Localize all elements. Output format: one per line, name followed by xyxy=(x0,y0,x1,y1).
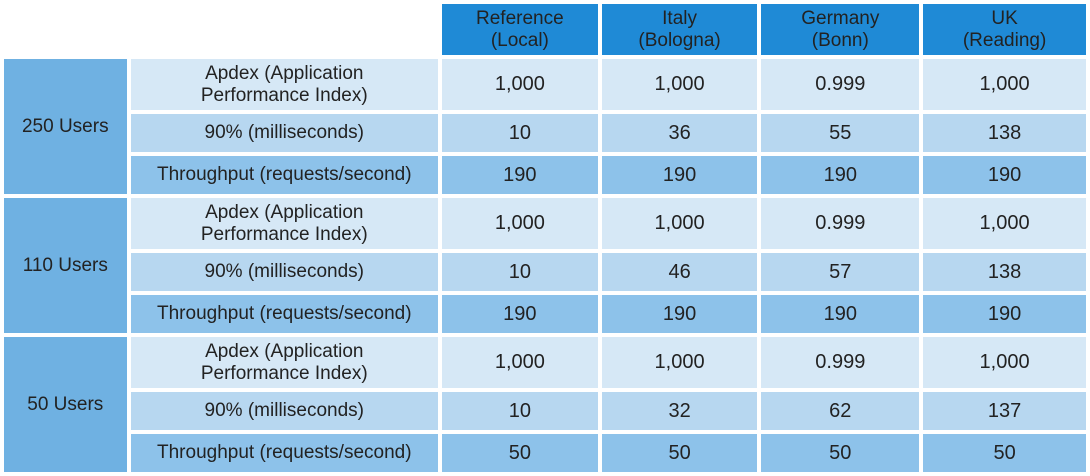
table-cell: 1,000 xyxy=(601,337,758,388)
metric-label-throughput: Throughput (requests/second) xyxy=(130,156,438,194)
metric-label-line1: Apdex (Application xyxy=(205,202,364,224)
table-row: 90% (milliseconds) 10 36 55 138 xyxy=(4,114,1086,152)
table-cell: 1,000 xyxy=(923,337,1086,388)
header-row: Reference (Local) Italy (Bologna) German… xyxy=(4,4,1086,55)
table-cell: 1,000 xyxy=(923,198,1086,249)
table-row: Throughput (requests/second) 190 190 190… xyxy=(4,156,1086,194)
table-row: 250 Users Apdex (Application Performance… xyxy=(4,59,1086,194)
table-cell: 137 xyxy=(923,392,1086,430)
table-cell: 190 xyxy=(923,156,1086,194)
column-header-line1: Reference xyxy=(476,8,564,30)
group-label-250-users: 250 Users xyxy=(4,59,127,194)
table-cell: 1,000 xyxy=(601,59,758,110)
performance-table-container: Reference (Local) Italy (Bologna) German… xyxy=(4,4,1086,472)
column-header-reference: Reference (Local) xyxy=(442,4,598,55)
metric-label-line2: Performance Index) xyxy=(200,84,368,106)
table-cell: 1,000 xyxy=(442,198,598,249)
metric-label-line2: Performance Index) xyxy=(200,223,368,245)
column-header-line2: (Reading) xyxy=(962,29,1047,51)
table-cell: 0.999 xyxy=(761,59,920,110)
group-label-50-users: 50 Users xyxy=(4,337,127,472)
table-cell: 50 xyxy=(442,434,598,472)
table-cell: 1,000 xyxy=(601,198,758,249)
table-cell: 32 xyxy=(601,392,758,430)
column-header-line1: Germany xyxy=(801,8,880,30)
table-cell: 190 xyxy=(761,295,920,333)
table-cell: 50 xyxy=(761,434,920,472)
header-blank-cell xyxy=(4,4,127,55)
table-cell: 57 xyxy=(761,253,920,291)
table-row: 90% (milliseconds) 10 46 57 138 xyxy=(4,253,1086,291)
table-cell: 190 xyxy=(442,295,598,333)
table-cell: 36 xyxy=(601,114,758,152)
metric-label-line1: Apdex (Application xyxy=(205,63,364,85)
table-row: 50 Users Apdex (Application Performance … xyxy=(4,337,1086,472)
metric-label-p90: 90% (milliseconds) xyxy=(130,253,438,291)
table-cell: 10 xyxy=(442,253,598,291)
column-header-line1: Italy xyxy=(662,8,697,30)
table-row: 90% (milliseconds) 10 32 62 137 xyxy=(4,392,1086,430)
table-cell: 62 xyxy=(761,392,920,430)
table-cell: 138 xyxy=(923,253,1086,291)
group-label-110-users: 110 Users xyxy=(4,198,127,333)
column-header-line2: (Local) xyxy=(490,29,549,51)
column-header-line2: (Bonn) xyxy=(811,29,869,51)
column-header-line2: (Bologna) xyxy=(638,29,721,51)
table-cell: 0.999 xyxy=(761,337,920,388)
table-row: Throughput (requests/second) 50 50 50 50 xyxy=(4,434,1086,472)
column-header-italy: Italy (Bologna) xyxy=(601,4,758,55)
table-cell: 46 xyxy=(601,253,758,291)
table-cell: 190 xyxy=(761,156,920,194)
metric-label-p90: 90% (milliseconds) xyxy=(130,392,438,430)
table-row: Throughput (requests/second) 190 190 190… xyxy=(4,295,1086,333)
table-cell: 190 xyxy=(923,295,1086,333)
table-cell: 1,000 xyxy=(442,59,598,110)
metric-label-apdex: Apdex (Application Performance Index) xyxy=(130,337,438,388)
table-cell: 10 xyxy=(442,114,598,152)
column-header-germany: Germany (Bonn) xyxy=(761,4,920,55)
table-row: 110 Users Apdex (Application Performance… xyxy=(4,198,1086,333)
table-cell: 138 xyxy=(923,114,1086,152)
table-cell: 1,000 xyxy=(442,337,598,388)
table-cell: 55 xyxy=(761,114,920,152)
metric-label-throughput: Throughput (requests/second) xyxy=(130,295,438,333)
table-cell: 50 xyxy=(601,434,758,472)
metric-label-apdex: Apdex (Application Performance Index) xyxy=(130,59,438,110)
column-header-uk: UK (Reading) xyxy=(923,4,1086,55)
metric-label-throughput: Throughput (requests/second) xyxy=(130,434,438,472)
table-cell: 190 xyxy=(601,295,758,333)
header-blank-cell xyxy=(131,4,438,55)
column-header-line1: UK xyxy=(991,8,1018,30)
table-cell: 190 xyxy=(442,156,598,194)
metric-label-apdex: Apdex (Application Performance Index) xyxy=(130,198,438,249)
table-cell: 0.999 xyxy=(761,198,920,249)
table-cell: 10 xyxy=(442,392,598,430)
metric-label-line2: Performance Index) xyxy=(200,362,368,384)
metric-label-p90: 90% (milliseconds) xyxy=(130,114,438,152)
table-cell: 190 xyxy=(601,156,758,194)
table-cell: 50 xyxy=(923,434,1086,472)
table-cell: 1,000 xyxy=(923,59,1086,110)
metric-label-line1: Apdex (Application xyxy=(205,341,364,363)
